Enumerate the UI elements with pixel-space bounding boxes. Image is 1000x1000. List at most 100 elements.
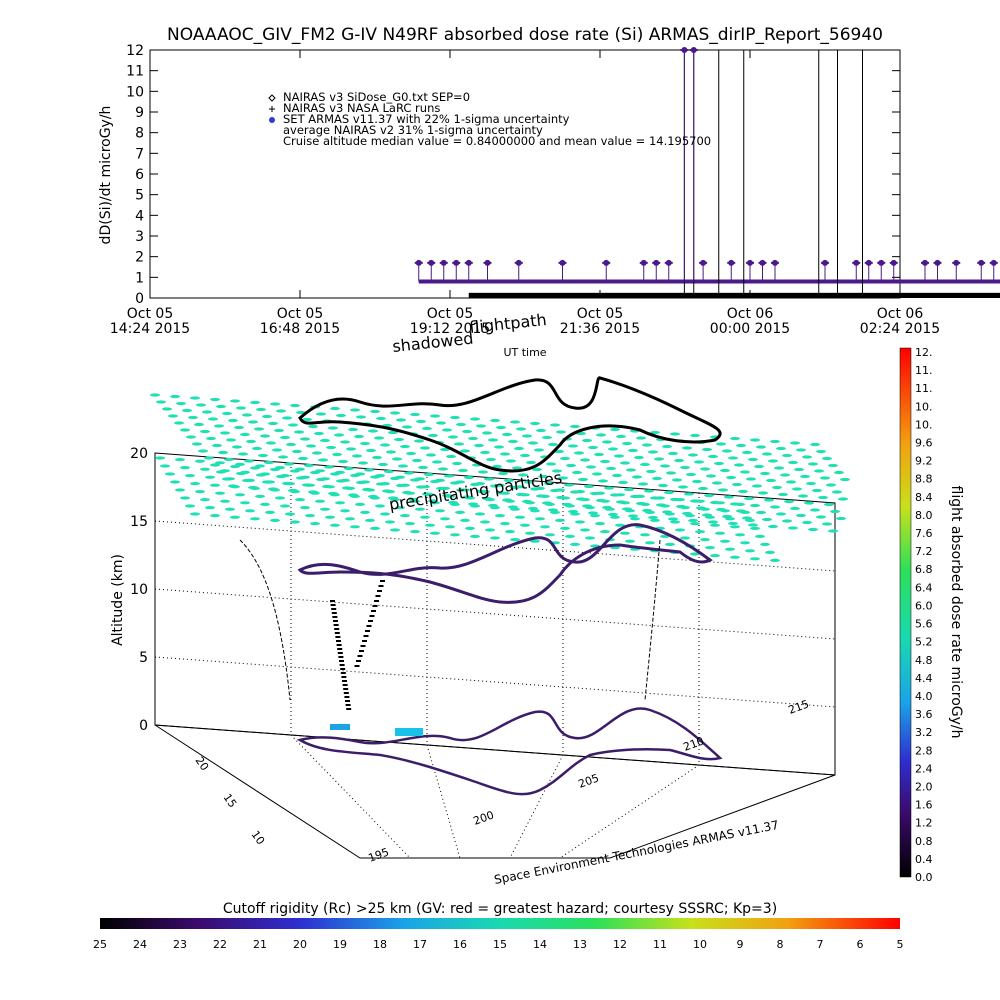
particle-mark [565, 534, 575, 539]
particle-mark [335, 501, 345, 505]
particle-mark [706, 474, 716, 478]
particle-mark [546, 462, 556, 466]
y-tick-label: 12 [126, 43, 144, 59]
particle-mark [250, 400, 260, 405]
particle-mark [444, 474, 454, 478]
descent-marker [375, 595, 381, 597]
particle-mark [270, 488, 280, 492]
series-point [822, 259, 828, 266]
particle-mark [566, 463, 576, 468]
particle-mark [400, 514, 410, 518]
particle-mark [525, 501, 535, 505]
particle-mark [426, 453, 436, 457]
colorbar-tick-label: 1.6 [915, 799, 933, 812]
particle-mark [250, 517, 260, 521]
particle-mark [740, 541, 750, 545]
particle-mark [582, 438, 592, 443]
particle-mark [818, 495, 828, 500]
x-tick-label-date: Oct 05 [277, 306, 323, 322]
particle-mark [252, 446, 262, 451]
particle-mark [750, 503, 760, 508]
particle-mark [495, 483, 505, 487]
descent-marker [333, 624, 339, 626]
particle-mark [284, 462, 294, 466]
particle-mark [310, 522, 320, 526]
annotation-credit: Space Environment Technologies ARMAS v11… [493, 818, 780, 887]
particle-mark [520, 453, 530, 458]
particle-mark [745, 549, 755, 553]
grid-lines [154, 463, 836, 859]
particle-mark [510, 420, 520, 424]
particle-mark [555, 518, 565, 523]
particle-mark [388, 430, 398, 435]
particle-mark [350, 525, 360, 529]
particle-mark [822, 522, 832, 526]
rigidity-tick-label: 7 [817, 938, 824, 951]
particle-mark [615, 493, 625, 497]
particle-mark [682, 446, 692, 450]
rigidity-tick-label: 6 [857, 938, 864, 951]
y-tick-label: 1 [135, 270, 144, 286]
particle-mark [832, 490, 842, 494]
particle-mark [325, 485, 335, 489]
particle-mark [325, 515, 335, 519]
series-point [934, 259, 941, 266]
series-point [922, 259, 928, 266]
particle-mark [300, 475, 310, 479]
particle-mark [644, 489, 654, 493]
particle-mark [704, 493, 714, 498]
particle-mark [774, 466, 784, 470]
particle-mark [314, 431, 324, 436]
particle-mark [306, 444, 316, 448]
particle-mark [740, 470, 750, 474]
particle-mark [370, 496, 380, 500]
descent-marker [357, 655, 363, 657]
particle-mark [756, 445, 766, 449]
particle-mark [760, 471, 770, 476]
particle-mark [504, 478, 514, 483]
particle-mark [816, 515, 826, 519]
particle-mark [410, 530, 420, 534]
rigidity-tick-label: 13 [573, 938, 587, 951]
particle-mark [520, 523, 530, 527]
descent-marker [343, 688, 349, 690]
descent-marker [354, 665, 360, 667]
grid-line [154, 520, 836, 572]
particle-mark [514, 446, 524, 451]
particle-mark [416, 419, 426, 424]
descent-marker [365, 630, 370, 632]
particle-mark [500, 491, 510, 495]
colorbar-tick-label: 2.8 [915, 744, 933, 757]
particle-mark [538, 474, 548, 479]
particle-mark [236, 406, 246, 410]
particle-mark [695, 530, 705, 534]
rigidity-bar-label: Cutoff rigidity (Rc) >25 km (GV: red = g… [223, 901, 777, 917]
particle-mark [640, 502, 650, 506]
particle-mark [285, 482, 295, 486]
particle-mark [348, 427, 358, 432]
particle-mark [234, 425, 244, 430]
particle-mark [756, 510, 766, 515]
x-tick-label-time: 02:24 2015 [860, 321, 940, 337]
particle-mark [392, 457, 402, 461]
particle-mark [618, 480, 628, 485]
grid-line [154, 656, 836, 708]
particle-mark [570, 424, 580, 429]
particle-mark [510, 538, 520, 542]
particle-mark [728, 521, 738, 526]
colorbar-tick-label: 4.8 [915, 654, 933, 667]
particle-mark [235, 493, 245, 497]
particle-mark [265, 510, 275, 514]
particle-mark [270, 518, 280, 523]
particle-mark [208, 417, 218, 421]
flight-3d-view: shadowed flightpath precipitating partic… [110, 310, 850, 887]
y-tick-label: 0 [135, 291, 144, 307]
particle-mark [700, 467, 710, 471]
particle-mark [525, 531, 535, 535]
particle-mark [680, 465, 690, 470]
particle-mark [210, 463, 220, 467]
rigidity-tick-label: 24 [133, 938, 147, 951]
particle-mark [826, 483, 836, 487]
particle-mark [396, 418, 406, 422]
